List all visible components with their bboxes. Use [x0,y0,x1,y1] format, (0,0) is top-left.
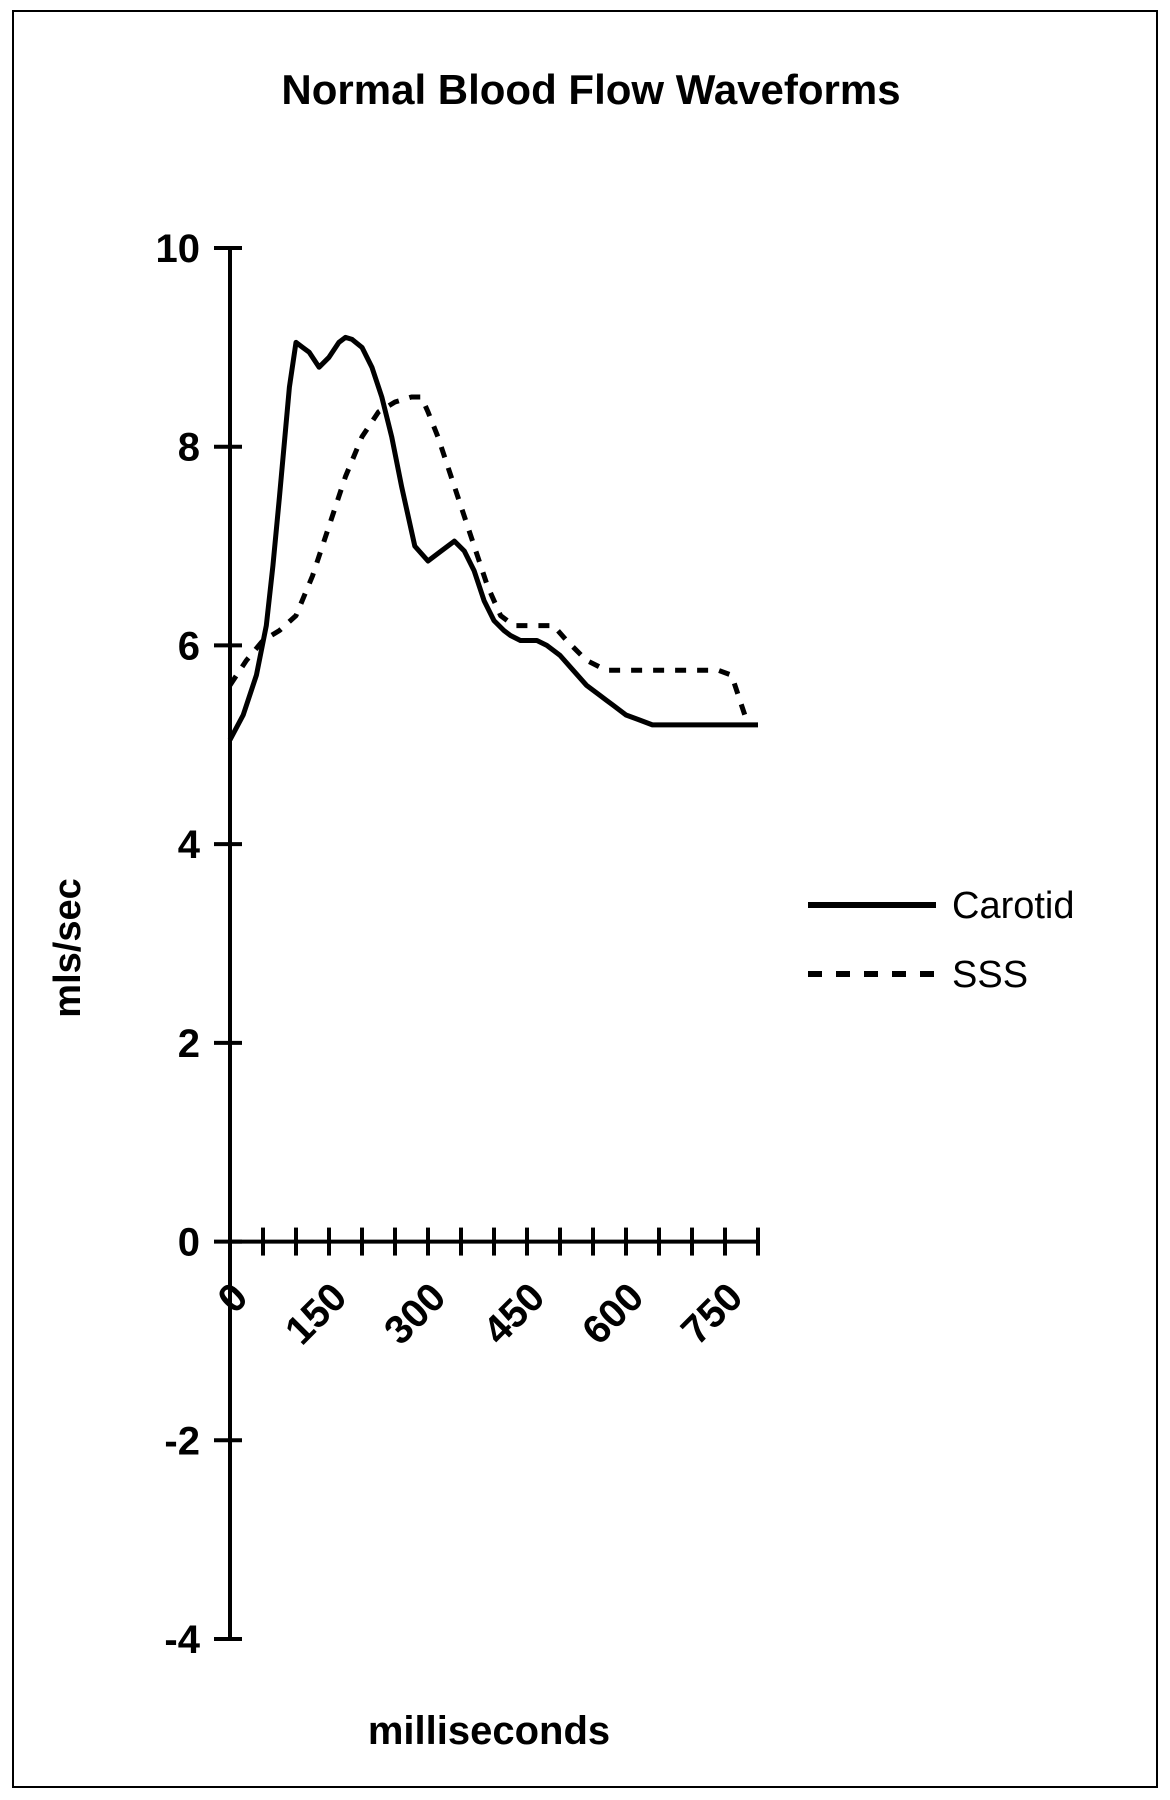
chart-title: Normal Blood Flow Waveforms [281,66,900,113]
x-tick-label: 450 [475,1275,553,1353]
series-line-carotid [227,334,758,741]
legend: Carotid SSS [808,885,1075,996]
axes: -4 -2 0 2 4 6 8 10 0 150 300 450 600 750 [156,227,760,1662]
x-tick-label: 750 [673,1275,751,1353]
legend-label-sss: SSS [952,954,1028,996]
series-line-sss [227,394,748,716]
chart-frame: Normal Blood Flow Waveforms mls/sec mill… [12,10,1158,1788]
chart-svg: Normal Blood Flow Waveforms mls/sec mill… [47,66,1075,1753]
x-axis-label: milliseconds [368,1709,610,1753]
y-tick-label: 8 [178,426,200,470]
y-tick-label: 4 [178,823,201,867]
plot-lines [227,334,758,741]
y-tick-label: -2 [164,1419,200,1463]
x-tick-label: 300 [376,1275,454,1353]
y-tick-label: 0 [178,1221,200,1265]
y-tick-label: 10 [156,227,201,271]
x-tick-label: 600 [574,1275,652,1353]
y-axis-label: mls/sec [47,878,89,1017]
y-tick-label: 2 [178,1022,200,1066]
x-tick-label: 150 [277,1275,355,1353]
y-tick-label: -4 [164,1618,200,1662]
x-tick-label: 0 [210,1275,257,1322]
legend-label-carotid: Carotid [952,885,1075,927]
y-tick-label: 6 [178,624,200,668]
